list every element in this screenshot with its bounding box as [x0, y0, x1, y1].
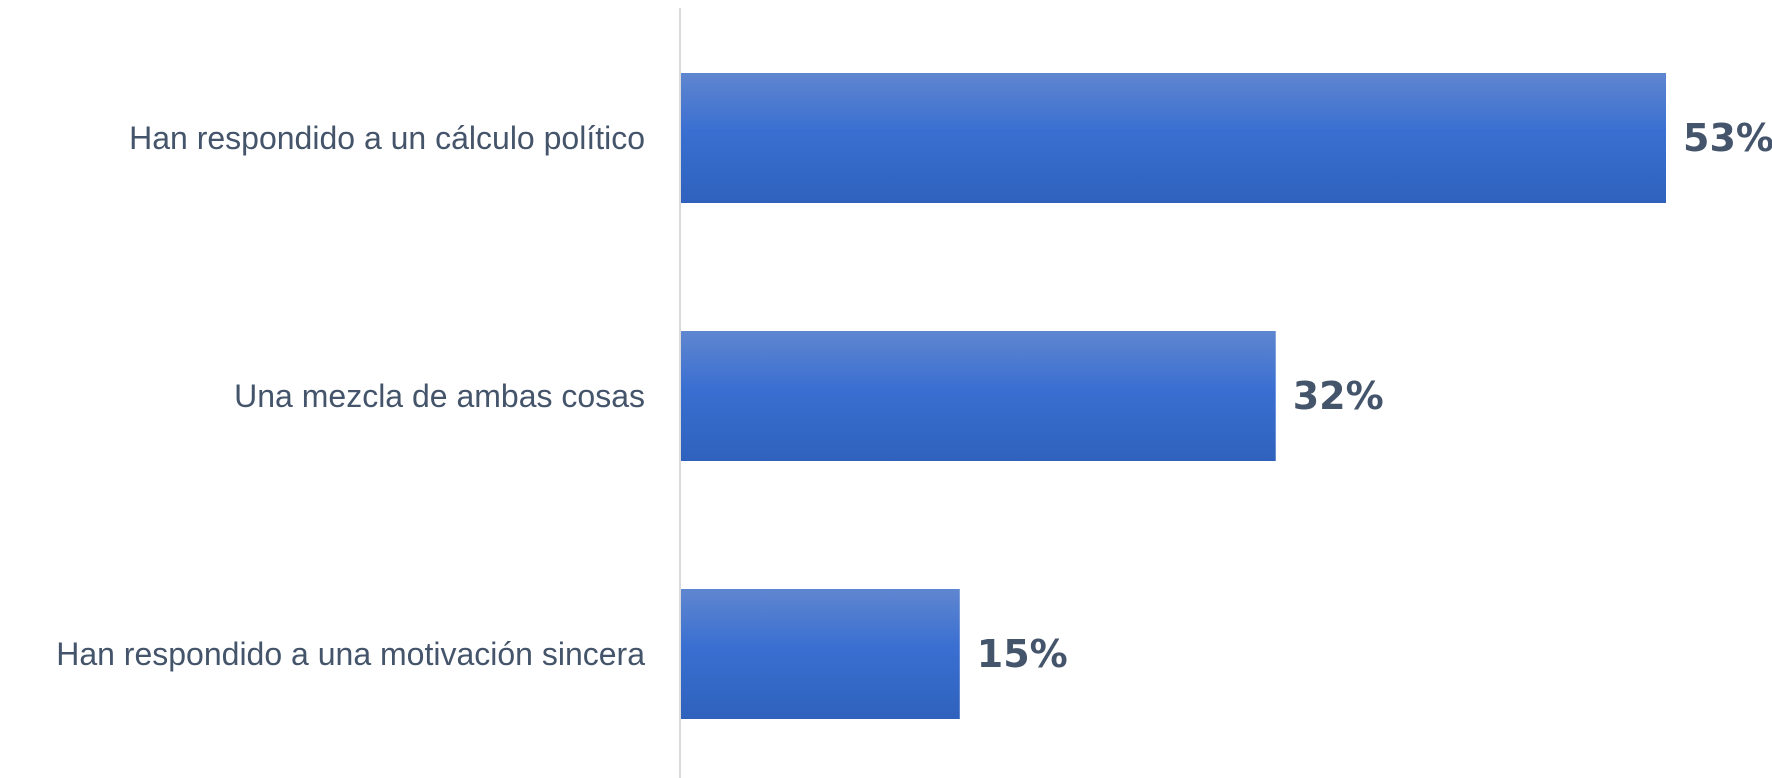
- category-labels-layer: Han respondido a un cálculo político Una …: [56, 120, 645, 672]
- value-label-3: 15%: [977, 632, 1068, 676]
- bars-layer: [681, 73, 1666, 719]
- value-label-2: 32%: [1293, 374, 1384, 418]
- bar-2: [681, 331, 1276, 461]
- value-labels-layer: 53% 32% 15%: [977, 116, 1772, 676]
- category-label-1: Han respondido a un cálculo político: [129, 120, 645, 156]
- bar-3: [681, 589, 960, 719]
- value-label-1: 53%: [1683, 116, 1772, 160]
- bar-1: [681, 73, 1666, 203]
- category-label-3: Han respondido a una motivación sincera: [56, 636, 645, 672]
- category-label-2: Una mezcla de ambas cosas: [234, 378, 645, 414]
